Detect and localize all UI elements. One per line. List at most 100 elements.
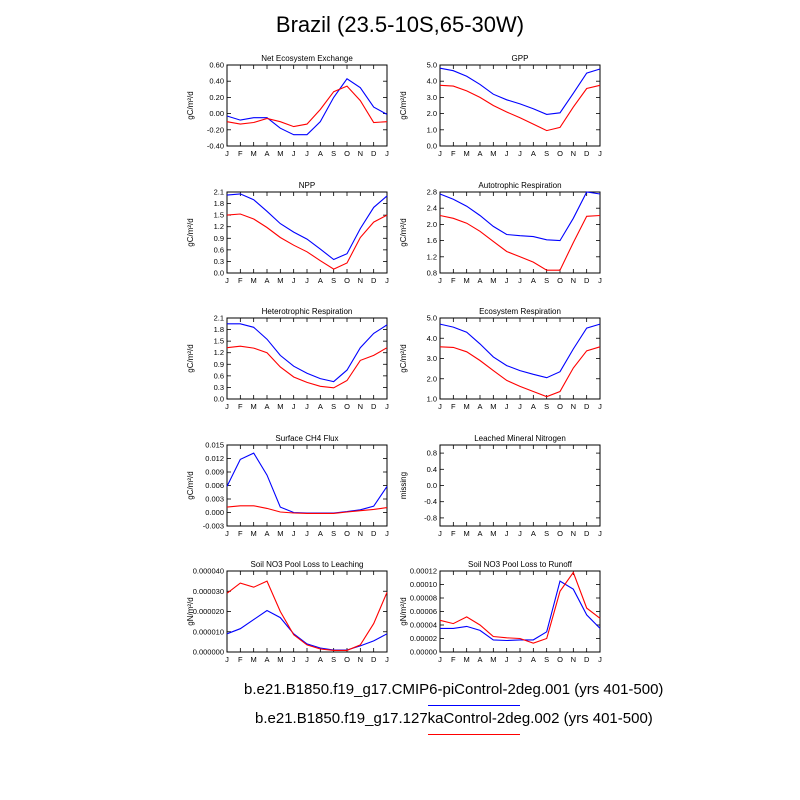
y-tick-label: 0.000030 [193, 587, 224, 596]
x-tick-label: S [544, 529, 549, 538]
x-tick-label: M [464, 402, 470, 411]
x-tick-label: A [264, 655, 269, 664]
x-tick-label: J [598, 276, 602, 285]
x-tick-label: S [544, 402, 549, 411]
y-tick-label: 0.0 [427, 142, 437, 151]
x-tick-label: M [251, 529, 257, 538]
panel-title: Heterotrophic Respiration [262, 307, 353, 316]
y-tick-label: 0.4 [427, 465, 437, 474]
x-tick-label: J [518, 149, 522, 158]
x-tick-label: A [477, 276, 482, 285]
plot-frame [226, 191, 388, 274]
y-tick-label: 0.6 [214, 245, 224, 254]
plot-frame [439, 64, 601, 147]
series-line-1 [226, 609, 388, 651]
y-tick-label: 0.9 [214, 360, 224, 369]
x-tick-label: A [264, 529, 269, 538]
x-tick-label: J [518, 655, 522, 664]
panel-4: Autotrophic Respiration gC/m²/d 2.8 2.4 2.0 1… [399, 181, 602, 285]
y-tick-label: 2.0 [427, 109, 437, 118]
x-tick-label: A [318, 655, 323, 664]
series-line-1 [226, 193, 388, 261]
y-tick-label: 0.015 [205, 441, 224, 450]
y-axis-label: gC/m²/d [186, 471, 195, 499]
panel-7: Surface CH4 Flux gC/m²/d 0.015 0.012 0.009 0.… [186, 434, 389, 538]
panel-title: GPP [512, 54, 529, 63]
x-tick-label: M [251, 655, 257, 664]
x-tick-label: J [305, 529, 309, 538]
x-tick-label: O [344, 529, 350, 538]
panel-1: Net Ecosystem Exchange gC/m²/d 0.60 0.40 0.2… [186, 54, 389, 158]
x-tick-label: A [264, 276, 269, 285]
panel-5: Heterotrophic Respiration gC/m²/d 2.1 1.8 1.… [186, 307, 389, 411]
x-tick-label: J [385, 529, 389, 538]
x-tick-label: F [451, 149, 456, 158]
y-tick-label: -0.40 [207, 142, 224, 151]
x-tick-label: D [584, 655, 590, 664]
x-tick-label: J [438, 149, 442, 158]
panel-title: Soil NO3 Pool Loss to Runoff [468, 560, 573, 569]
y-tick-label: 0.00000 [410, 648, 437, 657]
y-tick-label: -0.8 [424, 513, 437, 522]
plot-frame [439, 191, 601, 274]
x-tick-label: J [505, 655, 509, 664]
panel-title: NPP [299, 181, 315, 190]
panel-title: Surface CH4 Flux [275, 434, 338, 443]
y-axis-label: gC/m²/d [186, 218, 195, 246]
y-tick-label: 0.000000 [193, 648, 224, 657]
y-tick-label: 1.5 [214, 337, 224, 346]
x-tick-label: M [464, 276, 470, 285]
panel-title: Soil NO3 Pool Loss to Leaching [251, 560, 364, 569]
y-tick-label: 3.0 [427, 93, 437, 102]
y-tick-label: 0.9 [214, 234, 224, 243]
x-tick-label: M [464, 655, 470, 664]
x-tick-label: D [371, 529, 377, 538]
x-tick-label: J [292, 276, 296, 285]
x-tick-label: O [557, 149, 563, 158]
y-tick-label: 0.8 [427, 449, 437, 458]
x-tick-label: J [598, 149, 602, 158]
x-tick-label: A [531, 149, 536, 158]
y-tick-label: 1.0 [427, 395, 437, 404]
y-tick-label: 0.60 [209, 61, 224, 70]
plot-frame [226, 317, 388, 400]
series-line-2 [226, 213, 388, 270]
x-tick-label: O [557, 276, 563, 285]
legend-swatch-1 [428, 705, 520, 706]
y-axis-label: gN/m²/d [186, 597, 195, 625]
x-tick-label: O [344, 149, 350, 158]
y-axis-label: gN/m²/d [399, 597, 408, 625]
x-tick-label: D [584, 149, 590, 158]
x-tick-label: O [344, 276, 350, 285]
x-tick-label: F [238, 276, 243, 285]
series-line-1 [227, 323, 388, 383]
y-tick-label: 2.4 [427, 204, 437, 213]
panel-title: Leached Mineral Nitrogen [474, 434, 566, 443]
x-tick-label: O [557, 402, 563, 411]
x-tick-label: J [292, 149, 296, 158]
x-tick-label: N [571, 149, 576, 158]
y-tick-label: 0.00 [209, 109, 224, 118]
y-axis-label: gC/m²/d [186, 344, 195, 372]
x-tick-label: J [438, 402, 442, 411]
y-tick-label: 5.0 [427, 61, 437, 70]
y-tick-label: 0.0 [214, 395, 224, 404]
y-tick-label: 1.5 [214, 211, 224, 220]
x-tick-label: M [277, 276, 283, 285]
x-tick-label: A [318, 529, 323, 538]
legend-swatch-2 [428, 734, 520, 735]
y-tick-label: 2.0 [427, 220, 437, 229]
series-line-2 [439, 84, 601, 132]
y-tick-label: -0.4 [424, 497, 437, 506]
y-tick-label: 0.0 [214, 269, 224, 278]
series-line-1 [439, 323, 601, 379]
x-tick-label: M [277, 149, 283, 158]
x-tick-label: J [225, 149, 229, 158]
x-tick-label: N [358, 655, 363, 664]
y-tick-label: 2.1 [214, 188, 224, 197]
x-tick-label: F [451, 402, 456, 411]
x-tick-label: F [451, 529, 456, 538]
x-tick-label: J [598, 402, 602, 411]
